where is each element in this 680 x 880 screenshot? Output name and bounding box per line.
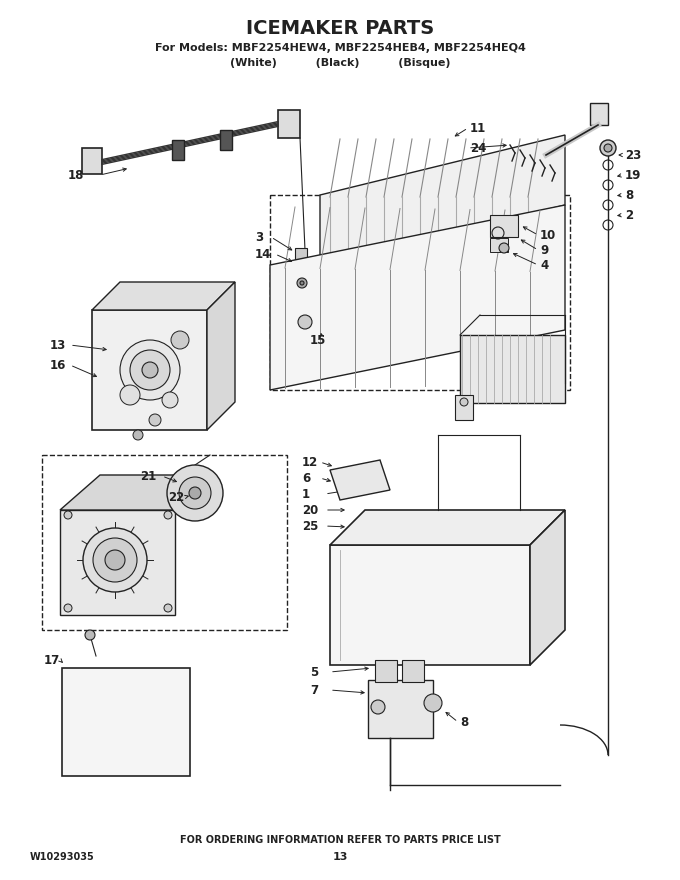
Bar: [490, 215, 518, 237]
Text: 19: 19: [625, 168, 641, 181]
Polygon shape: [270, 205, 565, 390]
Circle shape: [604, 144, 612, 152]
Circle shape: [167, 465, 223, 521]
Text: 18: 18: [68, 168, 84, 181]
Circle shape: [133, 430, 143, 440]
Bar: [278, 110, 300, 138]
Text: 9: 9: [540, 244, 548, 256]
Bar: [590, 103, 608, 125]
Text: 8: 8: [625, 188, 633, 202]
Bar: [60, 510, 175, 615]
Circle shape: [297, 278, 307, 288]
Circle shape: [164, 604, 172, 612]
Polygon shape: [330, 460, 390, 500]
Text: 12: 12: [302, 456, 318, 468]
Circle shape: [149, 414, 161, 426]
Text: 25: 25: [302, 519, 318, 532]
Text: FOR ORDERING INFORMATION REFER TO PARTS PRICE LIST: FOR ORDERING INFORMATION REFER TO PARTS …: [180, 835, 500, 845]
Polygon shape: [330, 510, 565, 545]
Text: 20: 20: [302, 503, 318, 517]
Bar: [220, 130, 232, 150]
Bar: [455, 395, 473, 420]
Bar: [490, 238, 508, 252]
Circle shape: [460, 398, 468, 406]
Circle shape: [424, 694, 442, 712]
Text: 22: 22: [168, 490, 184, 503]
Circle shape: [189, 487, 201, 499]
Circle shape: [120, 385, 140, 405]
Circle shape: [300, 281, 304, 285]
Polygon shape: [530, 510, 565, 665]
Polygon shape: [92, 282, 235, 310]
Bar: [375, 660, 397, 682]
Text: 14: 14: [255, 247, 271, 260]
Circle shape: [85, 630, 95, 640]
Bar: [305, 315, 345, 329]
Circle shape: [142, 362, 158, 378]
Bar: [368, 680, 433, 738]
Circle shape: [164, 511, 172, 519]
Bar: [172, 140, 184, 160]
Bar: [295, 248, 307, 264]
Bar: [92, 310, 207, 430]
Circle shape: [83, 528, 147, 592]
Text: 13: 13: [50, 339, 66, 351]
Text: For Models: MBF2254HEW4, MBF2254HEB4, MBF2254HEQ4: For Models: MBF2254HEW4, MBF2254HEB4, MB…: [154, 43, 526, 53]
Text: 21: 21: [140, 470, 156, 482]
Circle shape: [130, 350, 170, 390]
Circle shape: [120, 340, 180, 400]
Text: 6: 6: [302, 472, 310, 485]
Circle shape: [298, 315, 312, 329]
Circle shape: [162, 392, 178, 408]
Circle shape: [64, 604, 72, 612]
Text: W10293035: W10293035: [30, 852, 95, 862]
Bar: [402, 660, 424, 682]
Bar: [330, 545, 530, 665]
Text: 1: 1: [302, 488, 310, 501]
Bar: [460, 335, 565, 403]
Text: 8: 8: [460, 715, 469, 729]
Polygon shape: [320, 135, 565, 265]
Circle shape: [64, 511, 72, 519]
Bar: [42, 455, 287, 630]
Text: 23: 23: [625, 149, 641, 162]
Circle shape: [371, 700, 385, 714]
Circle shape: [93, 538, 137, 582]
Text: 16: 16: [50, 358, 67, 371]
Polygon shape: [60, 475, 215, 510]
Circle shape: [179, 477, 211, 509]
Bar: [82, 148, 102, 174]
Text: 24: 24: [470, 142, 486, 155]
Text: (White)          (Black)          (Bisque): (White) (Black) (Bisque): [230, 58, 450, 68]
Text: 5: 5: [310, 665, 318, 678]
Circle shape: [171, 331, 189, 349]
Text: 11: 11: [470, 121, 486, 135]
Bar: [62, 668, 190, 776]
Text: 4: 4: [540, 259, 548, 272]
Circle shape: [105, 550, 125, 570]
Bar: [270, 195, 570, 390]
Text: 15: 15: [310, 334, 326, 347]
Circle shape: [600, 140, 616, 156]
Circle shape: [499, 243, 509, 253]
Text: 13: 13: [333, 852, 347, 862]
Text: 7: 7: [310, 684, 318, 696]
Polygon shape: [207, 282, 235, 430]
Text: 17: 17: [44, 654, 61, 666]
Text: 10: 10: [540, 229, 556, 241]
Text: 3: 3: [255, 231, 263, 244]
Text: ICEMAKER PARTS: ICEMAKER PARTS: [246, 18, 434, 38]
Text: 2: 2: [625, 209, 633, 222]
